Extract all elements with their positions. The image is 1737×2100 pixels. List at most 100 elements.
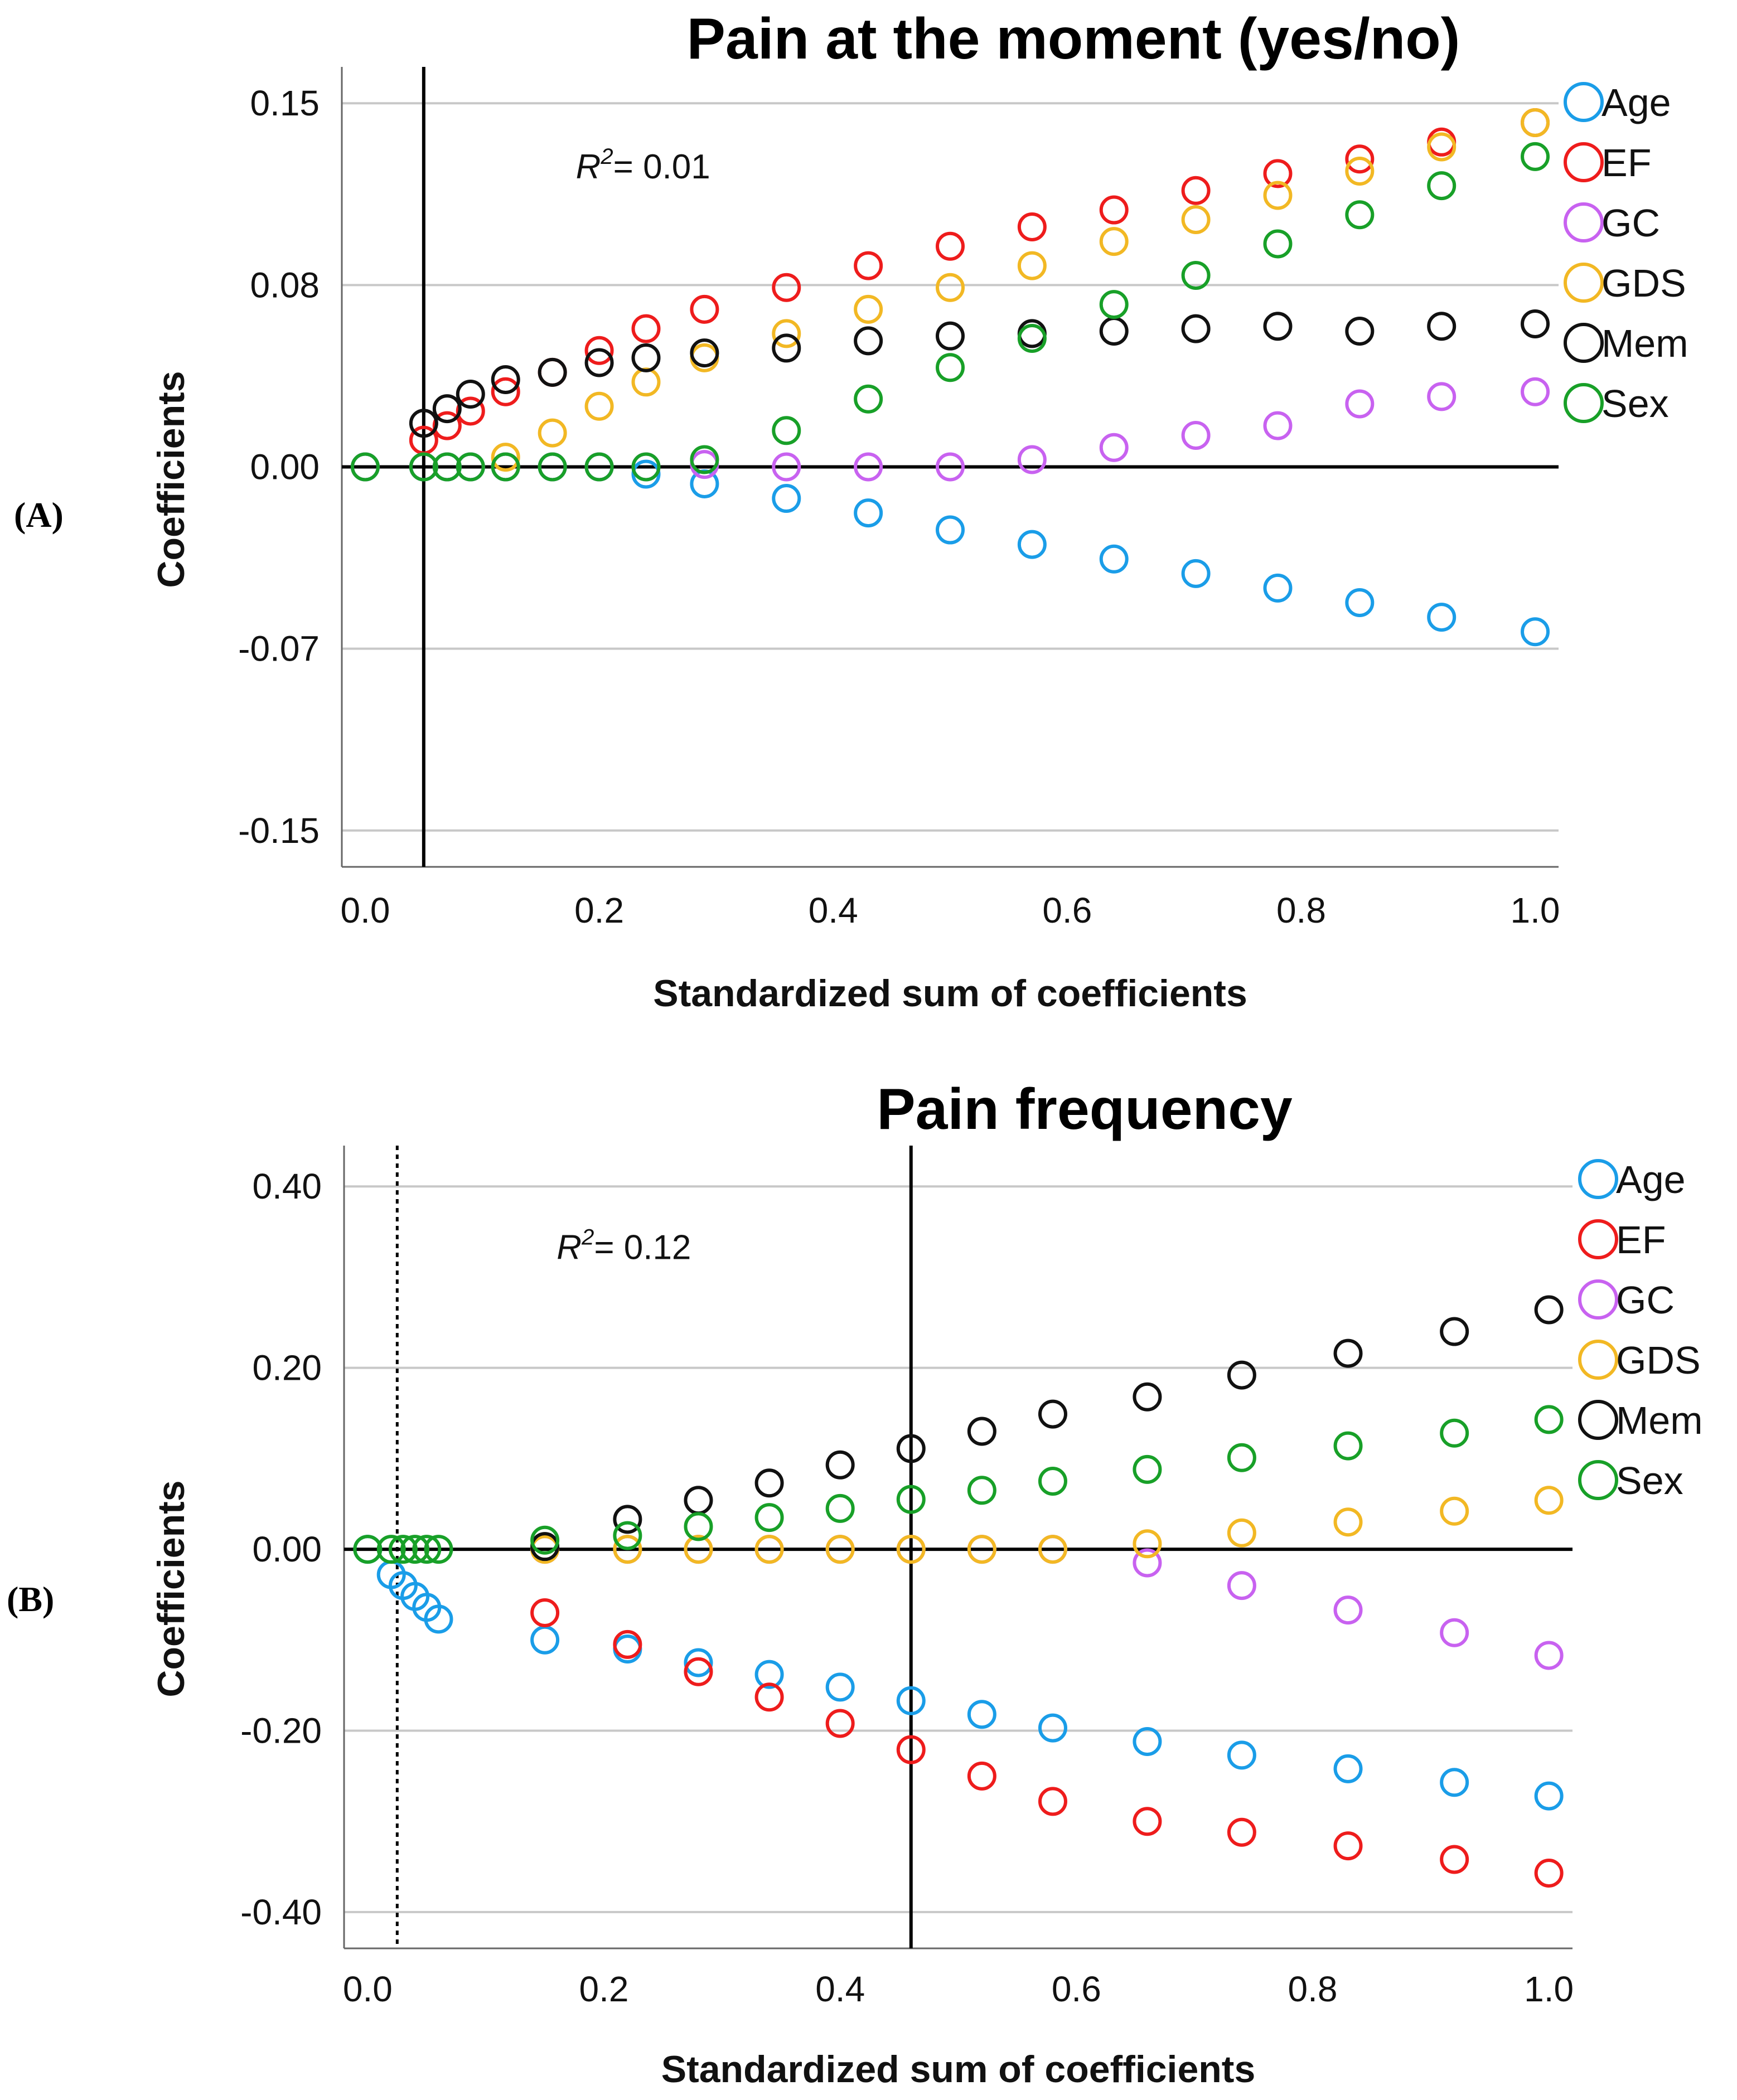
data-point-gc	[1017, 445, 1047, 474]
data-point-mem	[854, 326, 883, 356]
data-point-sex	[432, 452, 462, 482]
series-age	[353, 1535, 1564, 1811]
data-point-gds	[491, 443, 520, 472]
data-point-gc	[1181, 420, 1211, 450]
data-point-gc	[1427, 382, 1457, 411]
x-tick-label: 0.8	[1288, 1969, 1337, 2009]
data-point-sex	[412, 1535, 442, 1564]
data-point-mem	[825, 1450, 855, 1480]
x-tick-label: 1.0	[1524, 1969, 1574, 2009]
data-point-gds	[1181, 205, 1211, 234]
data-point-gds	[684, 1535, 713, 1564]
data-point-mem	[409, 409, 438, 438]
data-point-ef	[613, 1629, 642, 1659]
data-point-gc	[1099, 433, 1129, 462]
x-tick-label: 0.6	[1042, 890, 1092, 930]
data-point-ef	[1345, 144, 1375, 174]
r-squared-value: = 0.01	[613, 148, 710, 186]
data-point-sex	[896, 1485, 926, 1514]
data-point-mem	[613, 1505, 642, 1534]
r-squared-exponent: 2	[600, 144, 613, 169]
chart-title: Pain frequency	[877, 1077, 1293, 1142]
legend-label-gc: GC	[1601, 201, 1660, 245]
data-point-age	[1181, 559, 1211, 588]
data-point-sex	[388, 1535, 418, 1564]
data-point-age	[1038, 1713, 1067, 1743]
data-point-sex	[1427, 171, 1457, 201]
r-squared-symbol: R	[576, 148, 601, 186]
data-point-gds	[1521, 108, 1550, 138]
data-point-ef	[896, 1735, 926, 1764]
data-point-ef	[1440, 1845, 1469, 1874]
data-point-ef	[1227, 1817, 1256, 1847]
data-point-gds	[1017, 251, 1047, 280]
series-gds	[530, 1486, 1564, 1564]
data-point-gds	[1133, 1529, 1162, 1559]
legend-marker-age	[1564, 82, 1604, 122]
data-point-age	[1534, 1781, 1564, 1811]
data-point-gds	[1099, 227, 1129, 256]
data-point-sex	[772, 416, 801, 445]
data-point-gds	[772, 319, 801, 348]
data-point-sex	[376, 1535, 406, 1564]
panel-label: (B)	[7, 1579, 54, 1619]
data-point-sex	[1521, 142, 1550, 171]
legend-label-mem: Mem	[1616, 1399, 1703, 1442]
data-point-gc	[1133, 1548, 1162, 1578]
data-point-age	[424, 1604, 453, 1634]
data-point-age	[825, 1672, 855, 1702]
legend-label-gds: GDS	[1601, 261, 1686, 305]
series-age	[350, 452, 1550, 647]
data-point-sex	[613, 1521, 642, 1550]
data-point-age	[1133, 1727, 1162, 1757]
r-squared-exponent: 2	[581, 1225, 594, 1249]
legend-marker-gds	[1578, 1340, 1618, 1380]
data-point-mem	[754, 1468, 784, 1498]
data-point-gds	[1534, 1486, 1564, 1515]
y-axis-label: Coefficients	[150, 371, 192, 588]
data-point-mem	[1227, 1360, 1256, 1390]
data-point-gds	[1440, 1496, 1469, 1526]
data-point-ef	[967, 1761, 996, 1791]
data-point-sex	[1227, 1443, 1256, 1472]
legend-label-ef: EF	[1601, 141, 1651, 185]
legend-label-age: Age	[1616, 1158, 1686, 1201]
data-point-sex	[754, 1503, 784, 1532]
legend-label-sex: Sex	[1601, 382, 1669, 425]
legend-marker-gds	[1564, 263, 1604, 303]
data-point-gds	[896, 1535, 926, 1564]
y-tick-label: 0.00	[250, 447, 320, 487]
data-point-gc	[854, 452, 883, 482]
y-axis-label: Coefficients	[150, 1480, 192, 1697]
chart-panel-a: 0.15 0.08 0.00 -0.07 -0.15 0.0 0.2 0.4 0.6 0.8 1.0…	[14, 7, 1688, 1015]
data-point-sex	[1440, 1418, 1469, 1448]
data-point-age	[1263, 573, 1293, 603]
data-point-gds	[1038, 1535, 1067, 1564]
data-point-sex	[1038, 1467, 1067, 1496]
data-point-ef	[772, 273, 801, 302]
data-point-sex	[936, 353, 965, 382]
y-tick-label: 0.00	[252, 1529, 322, 1569]
y-tick-label: -0.20	[240, 1710, 322, 1750]
data-point-ef	[1263, 159, 1293, 188]
legend-marker-gc	[1564, 202, 1604, 243]
data-point-gds	[538, 418, 567, 448]
legend-marker-age	[1578, 1159, 1618, 1199]
x-tick-label: 0.0	[343, 1969, 393, 2009]
data-point-ef	[584, 336, 614, 365]
data-point-mem	[967, 1417, 996, 1446]
legend-label-age: Age	[1601, 81, 1671, 124]
data-point-mem	[538, 357, 567, 387]
data-point-mem	[896, 1434, 926, 1463]
data-point-sex	[491, 452, 520, 482]
data-point-age	[1427, 603, 1457, 632]
y-tick-label: 0.40	[252, 1166, 322, 1206]
x-tick-label: 0.8	[1276, 890, 1326, 930]
data-point-sex	[1333, 1431, 1363, 1461]
x-tick-label: 0.2	[579, 1969, 629, 2009]
data-point-mem	[1038, 1399, 1067, 1429]
y-tick-label: -0.40	[240, 1892, 322, 1932]
data-point-mem	[1534, 1295, 1564, 1325]
legend-marker-mem	[1578, 1400, 1618, 1440]
